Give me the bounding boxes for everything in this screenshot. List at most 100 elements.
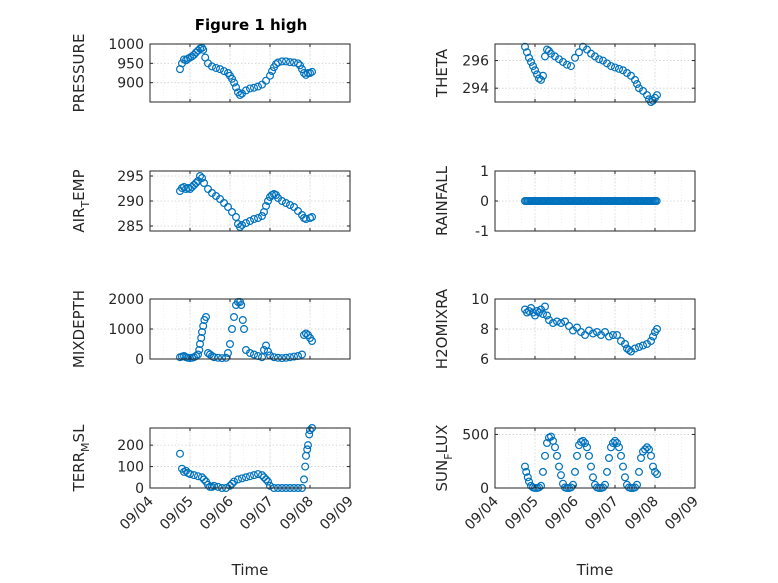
y-axis-label: AIRTEMP	[70, 169, 92, 232]
data-point	[268, 67, 277, 76]
data-point	[274, 353, 283, 362]
data-point	[590, 52, 599, 61]
data-point	[274, 58, 283, 67]
data-point	[204, 185, 213, 194]
data-point	[266, 71, 275, 80]
data-point	[246, 349, 255, 358]
y-axis-label-subscript: F	[442, 453, 455, 459]
data-point	[574, 48, 583, 57]
y-tick-label: 6	[480, 352, 489, 368]
data-point	[228, 74, 237, 83]
y-axis-label-part: AIR	[70, 208, 88, 233]
data-point	[550, 52, 559, 61]
data-point	[634, 467, 643, 476]
data-point	[298, 65, 307, 74]
data-point	[199, 322, 208, 331]
y-tick-label: 294	[462, 81, 489, 97]
data-point	[610, 63, 619, 72]
y-axis-label: MIXDEPTH	[70, 290, 88, 368]
data-point	[278, 354, 287, 363]
data-point	[286, 201, 295, 210]
data-point	[604, 332, 613, 341]
data-point	[522, 467, 531, 476]
data-point	[190, 471, 199, 480]
data-point	[582, 45, 591, 54]
data-point	[188, 183, 197, 192]
data-point	[523, 473, 532, 482]
data-point	[298, 350, 307, 359]
data-point	[594, 55, 603, 64]
x-axis-label: Time	[576, 561, 614, 579]
data-point	[580, 331, 589, 340]
data-point	[548, 319, 557, 328]
data-point	[534, 483, 543, 492]
data-point	[608, 331, 617, 340]
data-point	[602, 59, 611, 68]
data-point	[234, 475, 243, 484]
x-tick-label: 09/04	[117, 493, 157, 533]
y-tick-label: 900	[117, 76, 144, 92]
axes-sun_flux: 0 500 09/04 09/05 09/06 09/07 09/08 09/09 SUNFLU…	[433, 425, 702, 579]
data-point	[538, 467, 547, 476]
data-point	[642, 443, 651, 452]
data-point	[520, 462, 529, 471]
data-point	[612, 439, 621, 448]
x-tick-label: 09/07	[237, 494, 277, 534]
data-point	[646, 337, 655, 346]
data-point	[224, 203, 233, 212]
y-tick-label: 295	[117, 169, 144, 185]
data-point	[290, 352, 299, 361]
y-tick-label: 200	[117, 438, 144, 454]
x-tick-label: 09/08	[622, 494, 662, 534]
y-tick-label: 0	[480, 194, 489, 210]
data-point	[262, 202, 271, 211]
data-point	[524, 53, 533, 62]
data-point	[202, 313, 211, 322]
data-point	[558, 57, 567, 66]
axes-box	[149, 43, 351, 103]
data-point	[648, 462, 657, 471]
data-point	[552, 317, 561, 326]
data-point	[264, 347, 273, 356]
data-point	[236, 223, 245, 232]
data-point	[652, 470, 661, 479]
axes-box	[494, 43, 696, 103]
data-point	[228, 325, 237, 334]
data-point	[296, 61, 305, 70]
data-point	[552, 451, 561, 460]
data-point	[540, 451, 549, 460]
x-tick-label: 09/04	[462, 493, 502, 533]
data-point	[228, 479, 237, 488]
data-point	[246, 217, 255, 226]
data-point	[226, 340, 235, 349]
y-tick-label: -1	[475, 224, 489, 240]
data-point	[238, 474, 247, 483]
data-point	[626, 71, 635, 80]
data-point	[230, 78, 239, 87]
data-point	[648, 332, 657, 341]
data-point	[238, 221, 247, 230]
data-point	[598, 56, 607, 65]
data-point	[630, 344, 639, 353]
data-point	[194, 46, 203, 55]
axes-mixdepth: 0 1000 2000 MIXDEPTH	[70, 290, 351, 368]
data-point	[260, 346, 269, 355]
y-tick-label: 0	[135, 481, 144, 497]
y-tick-label: 1000	[108, 37, 144, 53]
data-point	[290, 203, 299, 212]
data-point	[634, 84, 643, 93]
data-point	[556, 319, 565, 328]
data-point	[642, 91, 651, 100]
data-point	[254, 82, 263, 91]
data-point	[230, 313, 239, 322]
data-point	[224, 349, 233, 358]
data-point	[260, 473, 269, 482]
data-point	[216, 65, 225, 74]
data-point	[242, 86, 251, 95]
plot-area	[495, 171, 695, 231]
data-point	[528, 62, 537, 71]
data-point	[196, 172, 205, 181]
y-axis-label: RAINFALL	[433, 165, 451, 236]
data-point	[614, 443, 623, 452]
data-point	[286, 58, 295, 67]
